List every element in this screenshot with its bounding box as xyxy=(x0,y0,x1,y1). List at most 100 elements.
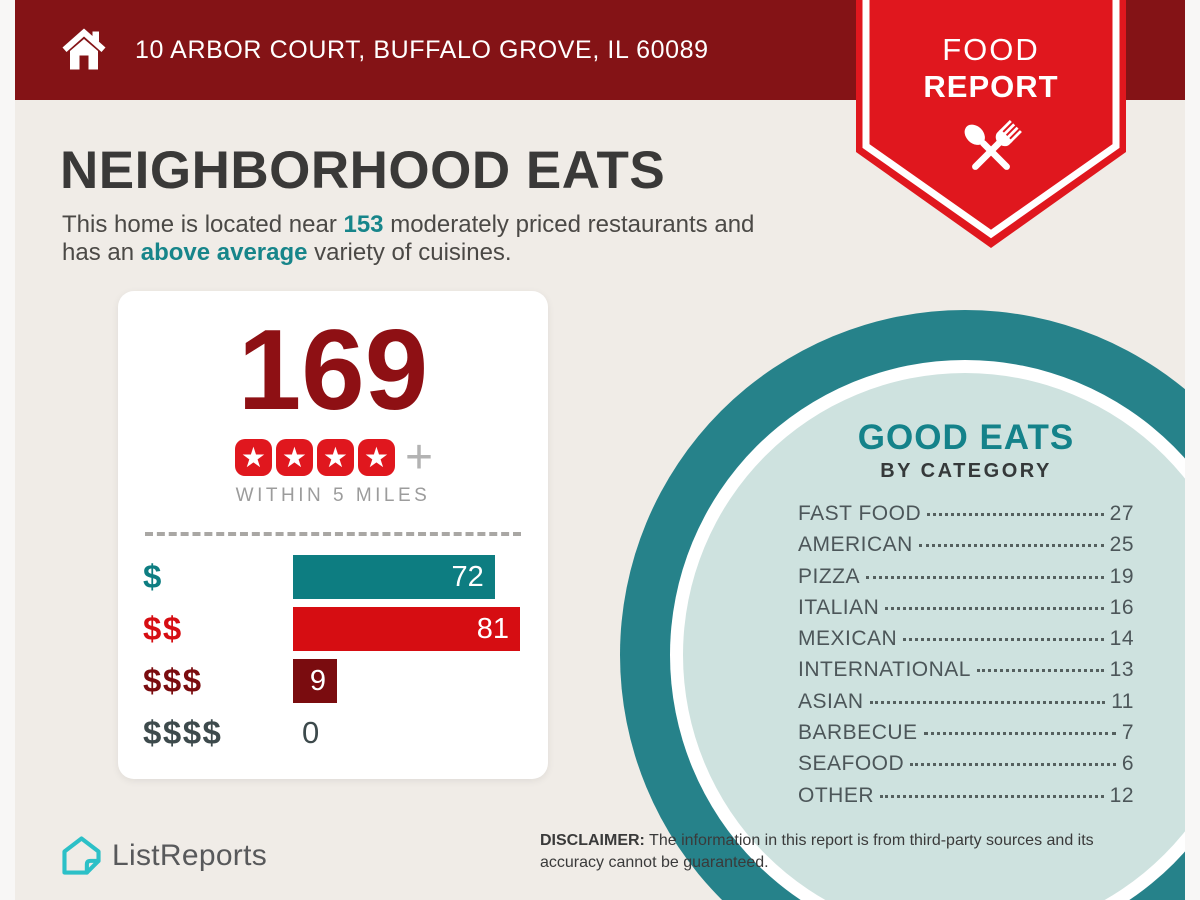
ribbon-line-food: FOOD xyxy=(942,32,1040,67)
good-eats-circle-ring xyxy=(620,310,1200,900)
dotted-leader xyxy=(918,544,1104,548)
category-label: SEAFOOD xyxy=(798,752,905,776)
category-label: FAST FOOD xyxy=(798,502,922,525)
restaurant-count: 153 xyxy=(343,211,384,238)
ribbon-shape xyxy=(856,0,1126,248)
category-count: 13 xyxy=(1109,658,1134,682)
dashed-divider xyxy=(145,532,521,537)
ribbon-text: FOOD REPORT xyxy=(856,32,1126,105)
category-count: 25 xyxy=(1109,533,1134,557)
home-icon xyxy=(62,28,106,70)
category-row: INTERNATIONAL 13 xyxy=(798,658,1134,689)
bar-track: 9 xyxy=(293,659,520,704)
price-bar-row: $$ 81 xyxy=(143,607,548,652)
category-label: BARBECUE xyxy=(798,721,918,745)
price-bar-row: $$$ 9 xyxy=(143,659,548,704)
left-page-border xyxy=(0,0,15,900)
page-title: NEIGHBORHOOD EATS xyxy=(60,141,666,200)
category-count: 7 xyxy=(1121,721,1134,745)
category-row: OTHER 12 xyxy=(798,784,1134,815)
star-icon: ★ xyxy=(316,439,354,477)
bar-value: 72 xyxy=(451,560,484,593)
crossed-spoon-fork-icon xyxy=(964,119,1022,170)
star-icon: ★ xyxy=(234,439,272,477)
subtitle-line2: has an above average variety of cuisines… xyxy=(62,239,862,267)
disclaimer: DISCLAIMER: The information in this repo… xyxy=(540,830,1140,874)
subtitle-text: variety of cuisines. xyxy=(307,239,512,266)
disclaimer-label: DISCLAIMER: xyxy=(540,832,645,849)
price-bar-row: $72 xyxy=(143,555,548,600)
dotted-leader xyxy=(927,513,1104,516)
category-row: ASIAN 11 xyxy=(798,690,1134,721)
subtitle-line1: This home is located near 153 moderately… xyxy=(62,211,862,239)
bar-track: 72 xyxy=(293,555,520,600)
category-count: 6 xyxy=(1121,752,1134,776)
subtitle: This home is located near 153 moderately… xyxy=(62,211,862,267)
category-count: 14 xyxy=(1109,627,1134,651)
good-eats-title: GOOD EATS xyxy=(857,418,1075,457)
dotted-leader xyxy=(903,638,1104,642)
price-tier-label: $$$ xyxy=(143,662,203,700)
property-address: 10 ARBOR COURT, BUFFALO GROVE, IL 60089 xyxy=(135,35,709,64)
subtitle-text: has an xyxy=(62,239,141,266)
category-row: SEAFOOD 6 xyxy=(798,752,1134,783)
subtitle-text: moderately priced restaurants and xyxy=(383,211,755,238)
restaurant-stats-card: 169 ★ ★ ★ ★ + WITHIN 5 MILES $72 $$ 81 $$$ 9 $$$$… xyxy=(118,291,548,779)
category-row: AMERICAN 25 xyxy=(798,533,1134,564)
bar-track: 81 xyxy=(293,607,520,652)
price-tier-label: $ xyxy=(143,558,163,596)
bar-value: 81 xyxy=(476,612,509,645)
disclaimer-text: The information in this report is from t… xyxy=(540,832,1094,871)
ribbon-line-report: REPORT xyxy=(923,69,1059,104)
category-count: 12 xyxy=(1109,783,1134,807)
category-count: 11 xyxy=(1111,689,1134,713)
listreports-logo: ListReports xyxy=(60,832,267,879)
food-report-ribbon: FOOD REPORT xyxy=(856,0,1126,250)
price-bar-row: $$$$ 0 xyxy=(143,711,548,755)
bar-track: 0 xyxy=(293,711,520,755)
category-count: 19 xyxy=(1109,564,1134,588)
category-label: MEXICAN xyxy=(798,627,898,651)
good-eats-subtitle: BY CATEGORY xyxy=(880,460,1052,482)
category-list: FAST FOOD 27 AMERICAN 25 PIZZA 19 ITALIAN 16 MEX… xyxy=(798,502,1134,815)
bar: 9 xyxy=(293,659,337,704)
category-row: ITALIAN 16 xyxy=(798,596,1134,627)
dotted-leader xyxy=(910,763,1116,767)
category-label: INTERNATIONAL xyxy=(798,658,971,682)
total-restaurants-count: 169 xyxy=(237,307,429,434)
dotted-leader xyxy=(866,575,1104,579)
bar-value: 9 xyxy=(309,664,326,697)
category-count: 27 xyxy=(1109,502,1134,525)
within-miles-caption: WITHIN 5 MILES xyxy=(235,485,431,507)
bar: 81 xyxy=(293,607,520,652)
plus-icon: + xyxy=(404,431,434,485)
category-label: AMERICAN xyxy=(798,533,913,557)
variety-highlight: above average xyxy=(140,239,308,266)
star-icon: ★ xyxy=(357,439,395,477)
category-label: ASIAN xyxy=(798,689,864,713)
price-tier-label: $$$$ xyxy=(143,714,223,752)
good-eats-circle-white-ring xyxy=(670,360,1200,900)
bar: 72 xyxy=(293,555,495,600)
listreports-house-icon xyxy=(62,836,101,875)
category-row: BARBECUE 7 xyxy=(798,721,1134,752)
category-label: OTHER xyxy=(798,783,874,807)
good-eats-panel: GOOD EATS BY CATEGORY FAST FOOD 27 AMERICA… xyxy=(798,418,1134,815)
subtitle-text: This home is located near xyxy=(62,211,344,238)
category-row: FAST FOOD 27 xyxy=(798,502,1134,533)
bar-value-zero: 0 xyxy=(302,715,320,751)
price-tier-label: $$ xyxy=(143,610,183,648)
dotted-leader xyxy=(976,669,1104,673)
category-label: ITALIAN xyxy=(798,595,880,619)
dotted-leader xyxy=(880,794,1104,798)
dotted-leader xyxy=(885,606,1104,610)
star-icon: ★ xyxy=(275,439,313,477)
price-bar-chart: $72 $$ 81 $$$ 9 $$$$ 0 xyxy=(118,555,548,755)
category-row: PIZZA 19 xyxy=(798,565,1134,596)
good-eats-circle-fill xyxy=(683,373,1200,900)
right-page-border xyxy=(1185,0,1200,900)
category-count: 16 xyxy=(1109,595,1134,619)
category-label: PIZZA xyxy=(798,564,861,588)
category-row: MEXICAN 14 xyxy=(798,627,1134,658)
